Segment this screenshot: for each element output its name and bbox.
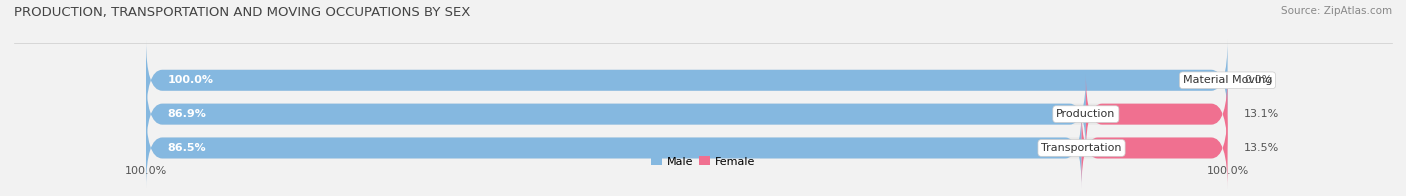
Text: PRODUCTION, TRANSPORTATION AND MOVING OCCUPATIONS BY SEX: PRODUCTION, TRANSPORTATION AND MOVING OC… [14, 6, 471, 19]
Text: Source: ZipAtlas.com: Source: ZipAtlas.com [1281, 6, 1392, 16]
Text: Production: Production [1056, 109, 1115, 119]
Text: 100.0%: 100.0% [1206, 166, 1249, 176]
FancyBboxPatch shape [146, 108, 1081, 188]
Text: 13.5%: 13.5% [1244, 143, 1279, 153]
Text: 100.0%: 100.0% [125, 166, 167, 176]
FancyBboxPatch shape [146, 40, 1227, 121]
FancyBboxPatch shape [1081, 108, 1227, 188]
Text: 86.5%: 86.5% [167, 143, 207, 153]
FancyBboxPatch shape [146, 40, 1227, 121]
FancyBboxPatch shape [146, 108, 1227, 188]
Text: 86.9%: 86.9% [167, 109, 207, 119]
FancyBboxPatch shape [146, 74, 1085, 154]
Text: 13.1%: 13.1% [1244, 109, 1279, 119]
Text: 100.0%: 100.0% [167, 75, 214, 85]
Text: 0.0%: 0.0% [1244, 75, 1272, 85]
FancyBboxPatch shape [1085, 74, 1227, 154]
Legend: Male, Female: Male, Female [651, 156, 755, 167]
Text: Material Moving: Material Moving [1182, 75, 1272, 85]
FancyBboxPatch shape [146, 74, 1227, 154]
Text: Transportation: Transportation [1042, 143, 1122, 153]
